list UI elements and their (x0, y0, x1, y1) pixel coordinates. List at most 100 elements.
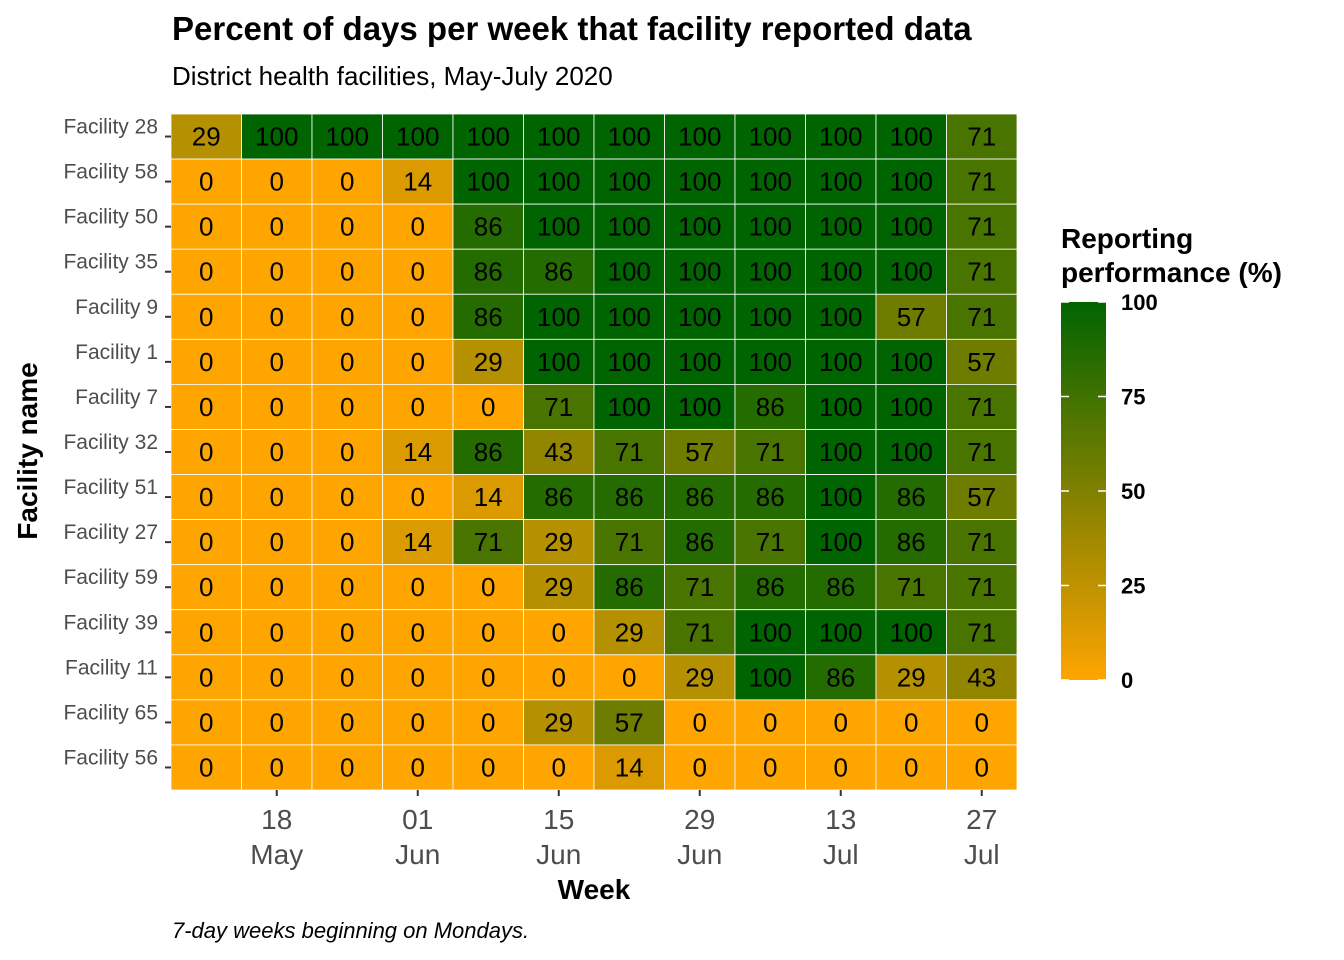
cell-value-label: 86 (544, 482, 573, 512)
cell-value-label: 100 (537, 167, 580, 197)
heatmap-cell (523, 654, 595, 701)
cell-value-label: 86 (474, 302, 503, 332)
x-tick-month: Jul (823, 839, 859, 870)
cell-value-label: 100 (890, 257, 933, 287)
cell-value-label: 0 (552, 662, 566, 692)
facility-label: Facility 28 (63, 116, 158, 139)
cell-value-label: 0 (199, 212, 213, 242)
cell-value-label: 71 (967, 617, 996, 647)
cell-value-label: 0 (622, 662, 636, 692)
cell-value-label: 100 (608, 167, 651, 197)
cell-value-label: 71 (967, 257, 996, 287)
heatmap-cell (593, 203, 665, 250)
cell-value-label: 0 (270, 392, 284, 422)
cell-value-label: 29 (474, 347, 503, 377)
heatmap-cell (734, 429, 806, 475)
cell-value-label: 29 (685, 662, 714, 692)
cell-value-label: 0 (270, 302, 284, 332)
cell-value-label: 0 (411, 212, 425, 242)
heatmap-cell (452, 699, 524, 746)
cell-value-label: 86 (897, 482, 926, 512)
facility-label: Facility 56 (63, 746, 158, 769)
cell-value-label: 100 (678, 167, 721, 197)
heatmap-cell (311, 293, 383, 340)
cell-value-label: 0 (199, 167, 213, 197)
heatmap-cell (241, 654, 313, 701)
heatmap-cell (593, 158, 665, 205)
cell-value-label: 0 (481, 572, 495, 602)
cell-value-label: 71 (967, 527, 996, 557)
x-tick-day: 13 (825, 804, 856, 835)
x-tick-month: Jun (536, 839, 581, 870)
heatmap-cell (170, 429, 242, 475)
heatmap-cell (241, 699, 313, 746)
cell-value-label: 57 (967, 482, 996, 512)
heatmap-cell (946, 699, 1018, 746)
heatmap-cell (523, 158, 595, 205)
heatmap-cell (523, 699, 595, 746)
cell-value-label: 0 (270, 167, 284, 197)
cell-value-label: 0 (481, 707, 495, 737)
heatmap-cell (382, 564, 454, 611)
heatmap-cell (734, 338, 806, 385)
legend-tick-label: 25 (1121, 574, 1145, 599)
cell-value-label: 0 (270, 437, 284, 467)
heatmap-cell (805, 248, 877, 295)
cell-value-label: 0 (199, 752, 213, 782)
heatmap-cell (734, 699, 806, 746)
heatmap-cell (875, 158, 947, 205)
cell-value-label: 0 (270, 572, 284, 602)
heatmap-cell (311, 654, 383, 701)
cell-value-label: 0 (834, 707, 848, 737)
heatmap-cell (946, 293, 1018, 340)
cell-value-label: 0 (340, 257, 354, 287)
cell-value-label: 57 (615, 707, 644, 737)
heatmap-cell (241, 338, 313, 385)
x-tick-month: May (250, 839, 303, 870)
heatmap-cell (382, 383, 454, 430)
cell-value-label: 57 (897, 302, 926, 332)
cell-value-label: 0 (693, 707, 707, 737)
cell-value-label: 100 (608, 122, 651, 152)
cell-value-label: 0 (481, 662, 495, 692)
heatmap-cell (241, 429, 313, 475)
heatmap-cell (241, 519, 313, 566)
x-tick-labels: 18 May 01 Jun 15 Jun 29 Jun 13 Jul 27 Jul (250, 790, 1000, 870)
cell-value-label: 100 (678, 392, 721, 422)
heatmap-cell (946, 338, 1018, 385)
cell-value-label: 86 (615, 482, 644, 512)
heatmap-cell (241, 203, 313, 250)
cell-value-label: 100 (608, 257, 651, 287)
cell-value-label: 100 (749, 617, 792, 647)
heatmap-cell (241, 113, 313, 160)
facility-label: Facility 1 (75, 341, 158, 364)
heatmap-cell (593, 564, 665, 611)
cell-value-label: 71 (967, 167, 996, 197)
cell-value-label: 100 (749, 302, 792, 332)
legend-title-line1: Reporting (1061, 223, 1194, 254)
heatmap-cell (875, 383, 947, 430)
cell-value-label: 29 (897, 662, 926, 692)
cell-value-label: 0 (340, 212, 354, 242)
cell-value-label: 0 (199, 662, 213, 692)
cell-value-label: 100 (890, 437, 933, 467)
heatmap-cell (664, 429, 736, 475)
heatmap-cell (311, 564, 383, 611)
heatmap-cell (241, 609, 313, 656)
chart-subtitle: District health facilities, May-July 202… (172, 61, 613, 91)
cell-value-label: 0 (199, 347, 213, 377)
heatmap-cell (805, 654, 877, 701)
cell-value-label: 0 (199, 482, 213, 512)
heatmap-cell (734, 564, 806, 611)
heatmap-cell (946, 113, 1018, 160)
x-tick-month: Jul (964, 839, 1000, 870)
heatmap-cell (523, 609, 595, 656)
heatmap-cell (523, 248, 595, 295)
cell-value-label: 0 (975, 707, 989, 737)
heatmap-cell (805, 519, 877, 566)
cell-value-label: 0 (270, 752, 284, 782)
heatmap-cell (875, 699, 947, 746)
facility-label: Facility 65 (63, 701, 158, 724)
cell-value-label: 100 (890, 617, 933, 647)
heatmap-cell (805, 744, 877, 791)
